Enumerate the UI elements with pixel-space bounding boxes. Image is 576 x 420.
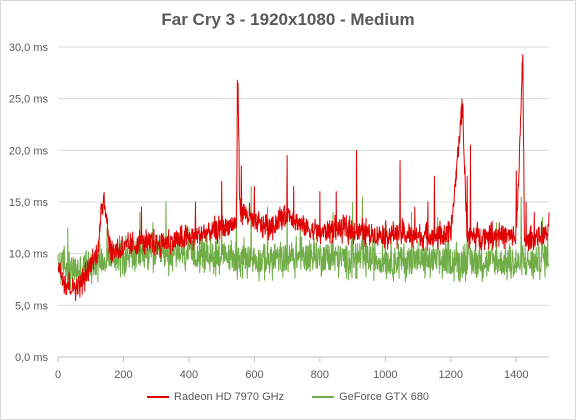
legend-item-geforce: GeForce GTX 680: [312, 391, 429, 403]
legend: Radeon HD 7970 GHz GeForce GTX 680: [0, 391, 576, 403]
y-tick-label: 30,0 ms: [9, 42, 49, 54]
x-tick-label: 400: [180, 369, 198, 381]
x-tick-label: 0: [55, 369, 61, 381]
y-tick-label: 0,0 ms: [15, 352, 49, 364]
x-tick-label: 1200: [439, 369, 463, 381]
y-tick-label: 5,0 ms: [15, 300, 49, 312]
y-tick-labels: 0,0 ms 5,0 ms 10,0 ms 15,0 ms 20,0 ms 25,0 ms…: [9, 42, 49, 364]
chart-title: Far Cry 3 - 1920x1080 - Medium: [161, 10, 415, 29]
x-tick-label: 1400: [504, 369, 528, 381]
y-tick-label: 25,0 ms: [9, 94, 49, 106]
y-tick-label: 10,0 ms: [9, 249, 49, 261]
legend-swatch-radeon: [147, 396, 170, 398]
legend-item-radeon: Radeon HD 7970 GHz: [147, 391, 284, 403]
series-layer: [57, 54, 550, 302]
legend-label-geforce: GeForce GTX 680: [339, 391, 429, 403]
x-tick-label: 600: [245, 369, 263, 381]
x-tick-labels: 0 200 400 600 800 1000 1200 1400: [55, 357, 529, 381]
y-tick-label: 20,0 ms: [9, 145, 49, 157]
legend-swatch-geforce: [312, 396, 335, 398]
series-line-radeon: [57, 54, 550, 302]
x-tick-label: 800: [311, 369, 329, 381]
x-tick-label: 200: [114, 369, 132, 381]
legend-label-radeon: Radeon HD 7970 GHz: [174, 391, 285, 403]
y-tick-label: 15,0 ms: [9, 197, 49, 209]
x-tick-label: 1000: [373, 369, 397, 381]
